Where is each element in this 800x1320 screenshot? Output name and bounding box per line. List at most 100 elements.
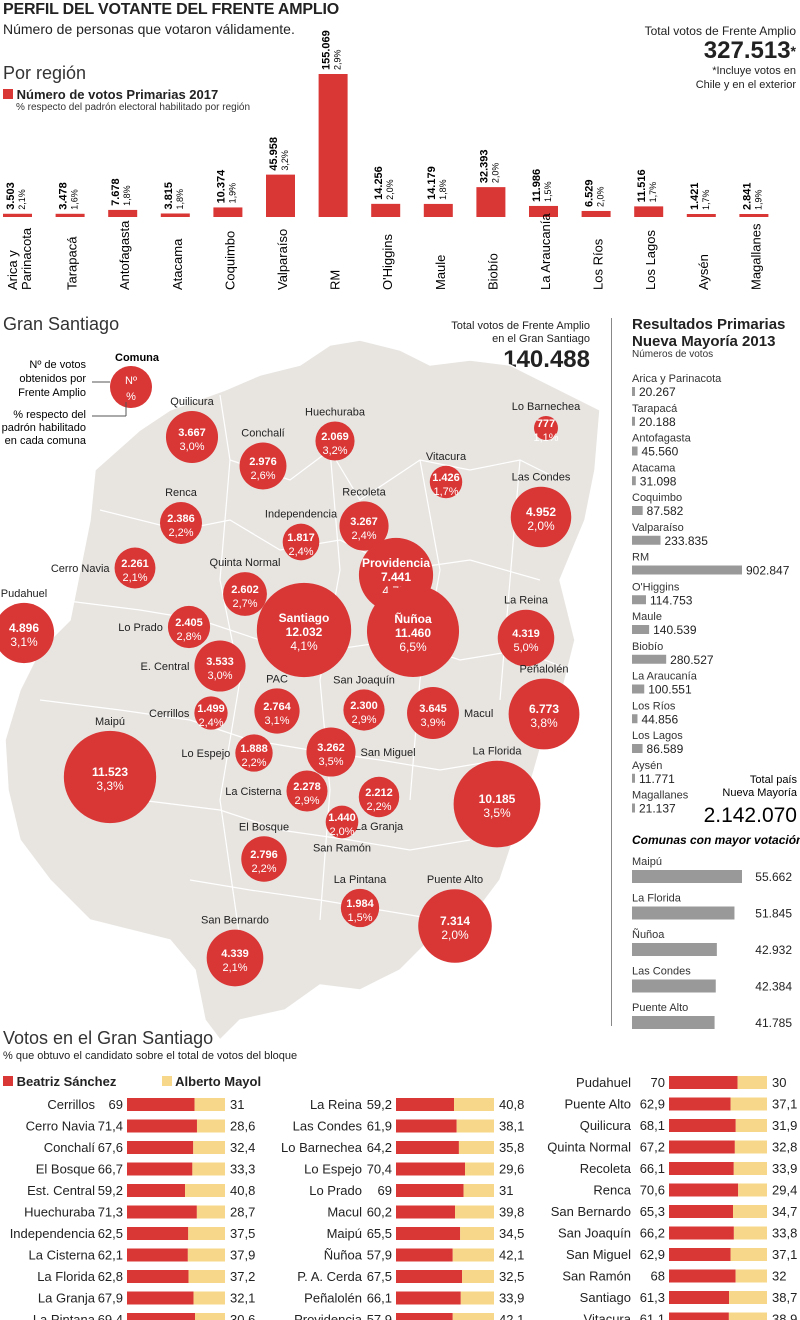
region-bar [686,214,716,217]
split-value-b: 37,5 [230,1226,255,1241]
comuna-pct: 3,0% [207,670,232,682]
key-votes-1: Nº de votos [29,359,86,371]
region-bar [634,206,664,217]
nm-title: Resultados Primarias Nueva Mayoría 2013 [632,316,785,350]
nm-top-bar [632,943,717,956]
nm-value-label: 100.551 [648,683,692,697]
split-value-a: 68,1 [640,1118,665,1133]
comuna-bubble [508,678,580,750]
comuna-bubble [235,734,273,772]
split-bar-b [187,1248,225,1262]
split-value-a: 62,8 [98,1269,123,1284]
comuna-pct: 3,0% [179,441,204,453]
split-value-a: 66,1 [640,1161,665,1176]
comuna-value: 2.300 [350,700,378,712]
region-name: Parinacota [19,227,34,290]
split-bar-b [195,1313,225,1320]
region-value-label: 14.179 [426,166,438,200]
comuna-bubble [223,572,267,616]
comuna-bubble [418,889,492,963]
comuna-bubble [497,609,555,667]
split-comuna-name: San Bernardo [551,1204,631,1219]
split-bar-b [730,1248,767,1261]
nm-bar [632,625,650,634]
national-total-label: Total votos de Frente Amplio [644,24,796,38]
comuna-bubble [340,888,380,928]
nm-region-name: Antofagasta [632,433,692,445]
comuna-bubble [167,605,211,649]
split-bar-a [669,1312,729,1320]
comuna-pct: 2,0% [527,519,555,533]
split-value-b: 33,9 [499,1291,524,1306]
split-value-b: 37,9 [230,1248,255,1263]
region-name: Tarapacá [65,236,80,290]
comuna-value: 4.952 [526,505,556,519]
nm-region-name: O'Higgins [632,581,680,593]
region-value-label: 7.678 [110,178,122,206]
region-name: Coquimbo [222,231,237,290]
split-value-a: 69,4 [98,1312,123,1320]
comuna-bubble [286,770,328,812]
national-total-asterisk: * [790,43,796,59]
nm-bar [632,565,742,575]
region-value-label: 3.478 [58,182,70,210]
comuna-bubble [306,727,356,777]
split-bar-b [729,1291,767,1304]
comuna-bubble [343,689,385,731]
nm-region-name: Aysén [632,760,662,772]
nm-top-bar [632,870,742,883]
split-bar-a [669,1226,734,1240]
comuna-pct: 2,9% [294,795,319,807]
split-value-b: 28,6 [230,1119,255,1134]
comuna-name: Santiago [279,611,330,625]
comuna-bubble [510,486,572,548]
region-pct-label: 1,5% [543,181,553,202]
nm-top-name: La Florida [632,893,682,905]
comuna-name: Vitacura [426,451,467,463]
comuna-bubble [325,805,359,839]
nm-value-label: 86.589 [647,742,684,756]
split-comuna-name: Vitacura [584,1312,632,1320]
region-pct-label: 2,0% [385,179,395,200]
comuna-value: 2.976 [249,456,277,468]
split-value-a: 57,9 [367,1248,392,1263]
votes-split-chart: Cerrillos 69 31 Cerro Navia 71,4 28,6 Conchalí… [10,1075,797,1320]
comuna-pct: 4,1% [290,639,318,653]
comuna-value: 2.386 [167,513,195,525]
split-bar-b [185,1184,225,1197]
split-bar-b [734,1140,767,1154]
split-bar-a [669,1269,736,1283]
split-bar-b [460,1227,494,1240]
comuna-value: 1.440 [328,812,356,824]
region-value-label: 10.374 [215,169,227,204]
comuna-value: 3.533 [206,656,234,668]
split-bar-a [127,1313,196,1320]
region-bar [160,213,190,217]
split-comuna-name: Pudahuel [576,1075,631,1090]
split-bar-a [669,1076,738,1089]
comuna-name: Puente Alto [427,874,483,886]
votes-heading: Votos en el Gran Santiago [3,1028,214,1048]
comuna-name: San Miguel [361,747,416,759]
split-bar-b [462,1270,494,1283]
split-value-b: 30,6 [230,1312,255,1320]
region-pct-label: 1,9% [753,189,763,210]
comuna-name: Lo Espejo [181,748,230,760]
split-comuna-name: Santiago [580,1290,631,1305]
region-bar [108,209,138,217]
comuna-pct: 3,8% [530,716,558,730]
comuna-name: Independencia [265,509,338,521]
comuna-value: 777 [537,418,555,430]
nm-title-1: Resultados Primarias [632,316,786,333]
region-name: RM [328,270,343,290]
split-bar-a [127,1098,195,1111]
split-value-a: 67,2 [640,1140,665,1155]
nm-bar [632,654,667,664]
comuna-pct: 2,2% [168,527,193,539]
split-value-a: 64,2 [367,1140,392,1155]
comuna-value: 2.602 [231,584,259,596]
region-bar [3,213,32,217]
nm-region-name: Los Lagos [632,730,683,742]
comuna-value: 2.405 [175,617,203,629]
comuna-value: 2.261 [121,558,149,570]
